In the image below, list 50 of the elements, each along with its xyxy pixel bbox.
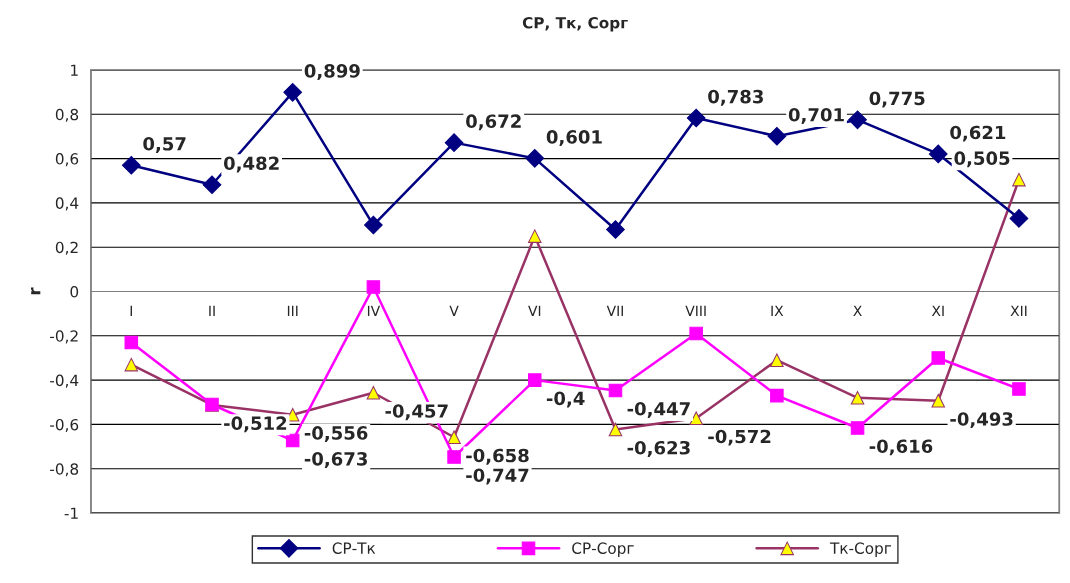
data-label: 0,899 [304,64,360,81]
data-label: 0,482 [223,156,279,173]
data-label: 0,601 [546,130,602,147]
y-tick-label: -1 [64,507,78,519]
data-label: -0,512 [224,416,287,433]
y-tick-label: 0,4 [55,197,79,211]
data-label: -0,658 [466,448,529,465]
y-tick-label: -0,6 [50,418,79,432]
legend-label: СР-Сорг [572,542,634,557]
data-label: -0,747 [466,468,529,485]
data-label: 0,701 [788,107,844,124]
y-tick-label: -0,8 [50,463,79,477]
data-label: -0,623 [627,440,690,457]
x-tick-label: III [287,305,298,316]
data-label: 0,672 [466,114,521,131]
data-label: 0,505 [954,151,1010,168]
data-label: -0,457 [385,404,448,421]
y-tick-label: 0 [70,285,79,298]
x-tick-label: XII [1010,305,1027,316]
x-tick-label: IX [771,305,784,316]
data-label: -0,4 [546,391,585,408]
chart-title: СР, Тк, Сорг [522,16,628,32]
data-label: 0,57 [143,136,186,153]
y-axis-title: r [30,287,41,295]
data-label: 0,775 [869,91,925,108]
data-label: -0,616 [869,439,933,456]
y-tick-label: 0,6 [55,153,79,167]
x-tick-label: IV [367,305,381,316]
data-label: 0,621 [950,125,1006,142]
y-tick-label: -0,2 [50,330,78,344]
x-tick-label: II [209,305,215,316]
data-label: -0,572 [708,429,771,446]
x-tick-label: VII [606,305,623,316]
x-tick-label: VIII [685,305,706,316]
legend-label: СР-Тк [332,542,376,554]
x-tick-label: XI [931,305,944,316]
data-label: -0,556 [304,426,368,443]
x-tick-label: I [130,305,132,316]
y-tick-label: -0,4 [50,374,79,388]
x-tick-label: X [853,305,862,316]
y-tick-label: 1 [71,64,78,76]
data-label: 0,783 [708,89,763,106]
data-label: -0,493 [950,412,1013,429]
x-tick-label: VI [528,305,541,316]
data-label: -0,447 [627,401,690,418]
y-tick-label: 0,8 [55,108,79,122]
legend-label: Тк-Сорг [829,542,892,557]
y-tick-label: 0,2 [55,241,78,255]
x-tick-label: V [449,305,459,316]
data-label: -0,673 [304,452,367,468]
